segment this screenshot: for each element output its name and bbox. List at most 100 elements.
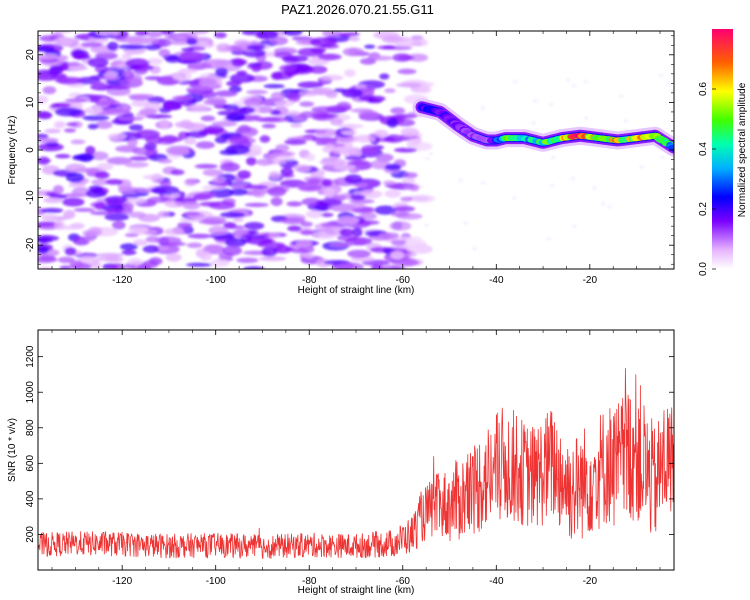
spectrogram-noise-blob <box>203 125 225 134</box>
spectrogram-speckle <box>623 119 628 122</box>
spectrogram-noise-blob <box>160 31 175 36</box>
spectrogram-noise-blob <box>350 194 366 201</box>
spectrogram-noise-blob <box>375 153 394 162</box>
spectrogram-noise-blob <box>246 44 266 51</box>
spectrogram-noise-blob <box>317 53 342 61</box>
spectrogram-noise-blob <box>53 121 66 129</box>
spectrogram-noise-blob <box>300 111 316 118</box>
spectrogram-noise-blob <box>268 171 281 180</box>
spectrogram-noise-blob <box>352 227 363 237</box>
spectrogram-noise-blob <box>320 212 334 217</box>
spectrogram-noise-blob <box>255 158 274 166</box>
spectrogram-noise-blob <box>279 64 297 72</box>
spectrogram-noise-blob <box>273 245 293 254</box>
y-tick-label: 10 <box>25 96 36 108</box>
spectrogram-noise-blob <box>286 110 301 116</box>
spectrogram-noise-blob <box>232 217 244 223</box>
spectrogram-noise-blob <box>383 180 396 186</box>
spectrogram-noise-blob <box>279 151 296 157</box>
colorbar-ticks: 0.0 0.2 0.4 0.6 <box>698 82 716 276</box>
spectrogram-noise-blob <box>215 67 228 78</box>
spectrogram-noise-blob <box>270 197 283 207</box>
spectrogram-speckle <box>480 106 485 110</box>
y-tick-label: 800 <box>25 419 36 436</box>
spectrogram-noise-blob <box>139 108 158 116</box>
spectrogram-noise-blob <box>406 236 424 246</box>
spectrogram-noise-blob <box>124 233 139 238</box>
spectrogram-speckle <box>572 84 576 88</box>
spectrogram-noise-blob <box>59 265 72 269</box>
spectrogram-noise-blob <box>38 245 49 254</box>
spectrogram-noise-blob <box>183 137 197 145</box>
spectrogram-noise-blob <box>238 106 256 114</box>
y-tick-label: 1200 <box>25 345 36 368</box>
spectrogram-noise-blob <box>402 176 416 185</box>
spectrogram-noise-blob <box>87 123 99 130</box>
spectrogram-noise-blob <box>187 62 212 70</box>
spectrogram-noise-blob <box>231 58 245 67</box>
spectrogram-noise-blob <box>228 135 249 145</box>
spectrogram-noise-blob <box>38 72 50 80</box>
spectrogram-noise-blob <box>333 164 356 171</box>
spectrogram-noise-blob <box>147 96 165 104</box>
spectrogram-noise-blob <box>226 80 242 87</box>
spectrogram-noise-blob <box>316 199 343 206</box>
spectrogram-speckle <box>549 103 554 106</box>
spectrogram-noise-blob <box>70 139 86 145</box>
spectrogram-noise-blob <box>157 158 173 164</box>
spectrogram-noise-blob <box>95 99 120 106</box>
spectrogram-noise-blob <box>44 128 61 134</box>
spectrogram-noise-blob <box>174 121 195 129</box>
x-tick-label: -40 <box>489 576 504 587</box>
spectrogram-noise-blob <box>190 103 209 112</box>
spectrogram-noise-blob <box>187 233 213 239</box>
spectrogram-noise-blob <box>203 99 227 106</box>
spectrogram-noise-blob <box>199 78 219 87</box>
spectrogram-noise-blob <box>336 216 360 225</box>
spectrogram-noise-blob <box>62 197 85 207</box>
spectrogram-noise-blob <box>96 252 124 258</box>
spectrogram-noise-blob <box>381 265 403 269</box>
spectrogram-noise-blob <box>94 171 110 180</box>
spectrogram-noise-blob <box>392 53 412 62</box>
spectrogram-noise-blob <box>359 58 377 65</box>
spectrogram-noise-blob <box>63 209 76 220</box>
spectrogram-noise-blob <box>73 54 91 60</box>
spectrogram-noise-blob <box>322 156 343 166</box>
spectrogram-noise-blob <box>133 239 148 246</box>
spectrogram-noise-blob <box>244 222 265 230</box>
y-tick-label: 1000 <box>25 381 36 404</box>
y-tick-label: -20 <box>25 238 36 253</box>
spectrogram-noise-blob <box>159 119 170 129</box>
spectrogram-noise-blob <box>243 184 269 190</box>
spectrogram-noise-blob <box>286 201 303 207</box>
spectrogram-noise-blob <box>128 211 146 218</box>
spectrogram-noise-blob <box>304 153 316 161</box>
spectrogram-noise-blob <box>121 249 137 256</box>
spectrogram-noise-blob <box>87 57 109 68</box>
spectrogram-noise-blob <box>69 260 84 269</box>
spectrogram-x-axis-label: Height of straight line (km) <box>298 285 415 296</box>
spectrogram-noise-blob <box>68 65 89 71</box>
spectrogram-noise-blob <box>99 76 121 80</box>
spectrogram-noise-blob <box>373 129 389 138</box>
spectrogram-speckle <box>546 237 551 241</box>
spectrogram-noise-blob <box>107 41 119 51</box>
spectrogram-noise-blob <box>104 213 130 221</box>
spectrogram-noise-blob <box>219 211 246 218</box>
spectrogram-noise-blob <box>287 225 302 232</box>
spectrogram-noise-blob <box>118 185 134 192</box>
spectrogram-noise-blob <box>390 107 406 115</box>
spectrogram-noise-blob <box>85 233 96 242</box>
spectrogram-noise-blob <box>186 37 198 46</box>
spectrogram-noise-blob <box>161 134 179 144</box>
spectrogram-noise-blob <box>406 244 433 254</box>
spectrogram-noise-blob <box>342 47 365 57</box>
spectrogram-noise-blob <box>255 106 274 114</box>
spectrogram-noise-blob <box>65 98 88 103</box>
spectrogram-speckle <box>584 116 589 120</box>
spectrogram-noise-blob <box>53 37 80 46</box>
spectrogram-noise-blob <box>177 222 193 228</box>
spectrogram-noise-blob <box>274 99 295 107</box>
